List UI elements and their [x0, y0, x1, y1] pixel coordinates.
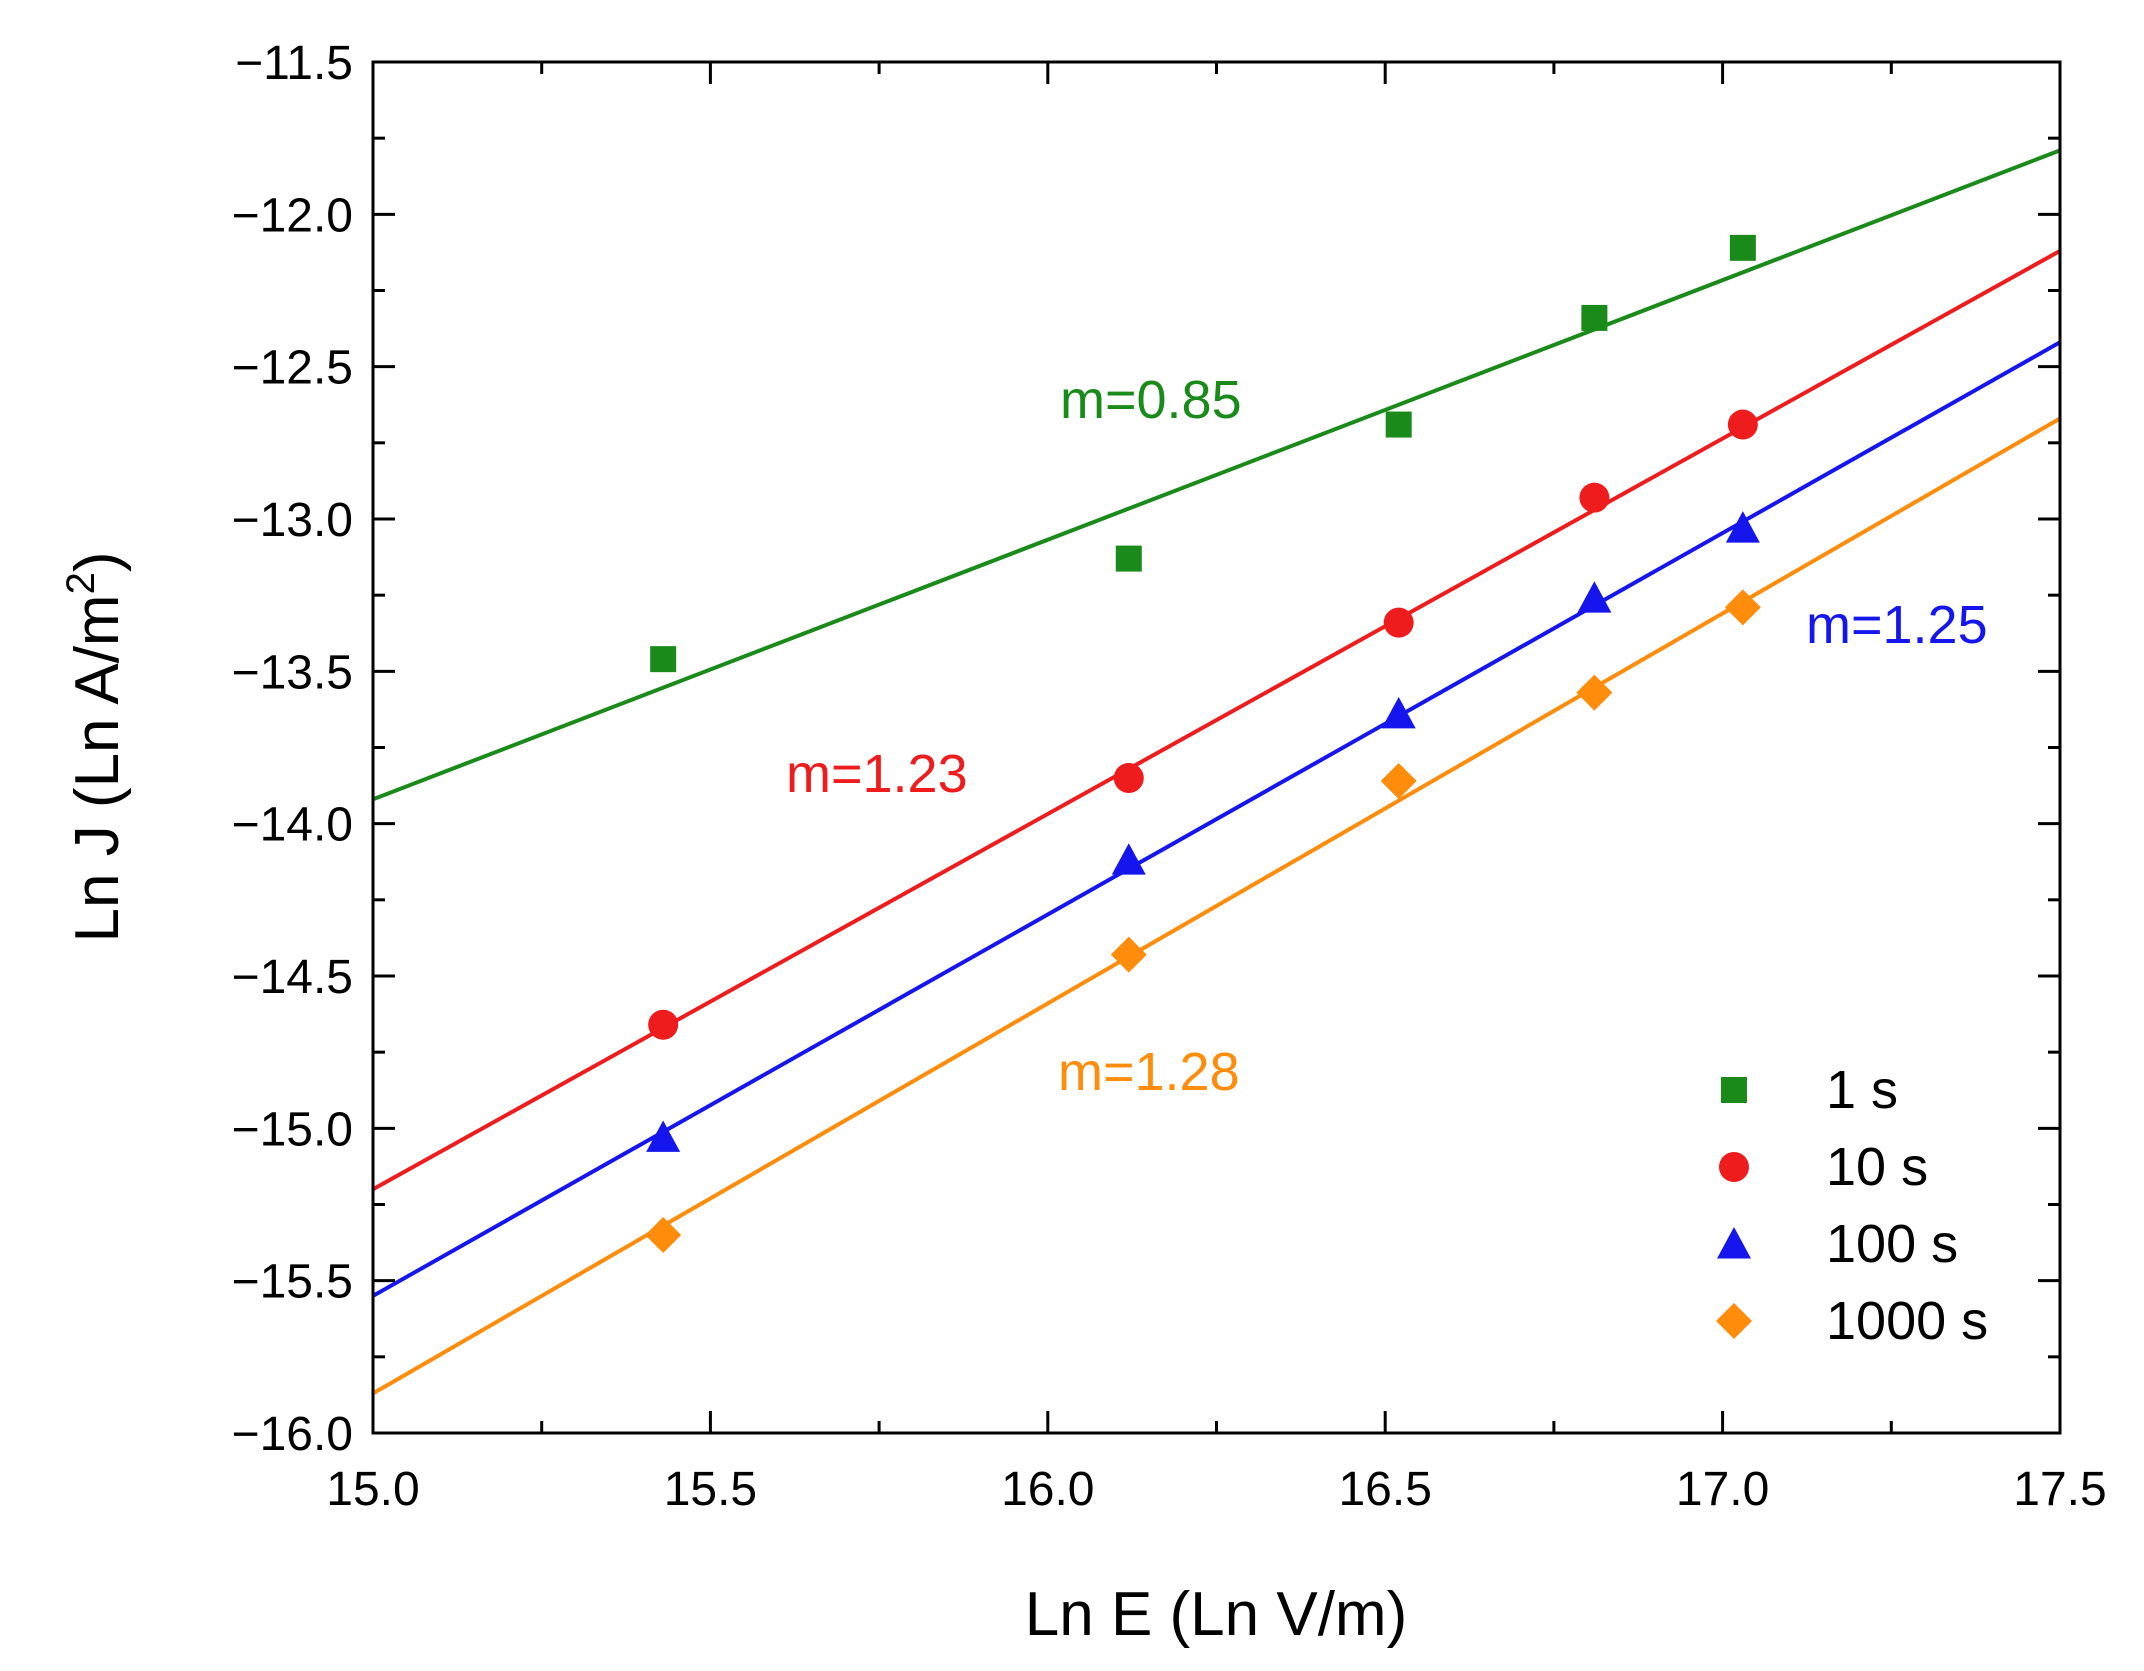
- point-10-s-1: [1113, 762, 1144, 793]
- annotation-100-s: m=1.25: [1806, 595, 1988, 655]
- point-1-s-0: [650, 646, 677, 673]
- legend-label-10-s: 10 s: [1826, 1137, 1928, 1197]
- y-axis-title-end: ): [63, 552, 132, 573]
- x-tick-label-16-0: 16.0: [1001, 1463, 1094, 1516]
- legend-marker-100-s: [1717, 1227, 1751, 1259]
- y-axis-title: Ln J (Ln A/m2): [59, 552, 132, 943]
- point-1-s-3: [1581, 304, 1608, 331]
- fit-line-100-s: [372, 340, 2061, 1298]
- y-tick-label--11-5: −11.5: [235, 37, 353, 90]
- legend-marker-10-s: [1719, 1152, 1749, 1182]
- point-1000-s-1: [1110, 936, 1147, 973]
- x-tick-label-17-5: 17.5: [2013, 1463, 2106, 1516]
- x-tick-label-17-0: 17.0: [1676, 1463, 1769, 1516]
- legend-label-100-s: 100 s: [1826, 1214, 1958, 1274]
- point-1-s-1: [1115, 545, 1142, 572]
- point-10-s-4: [1727, 409, 1758, 440]
- y-tick-label--13-5: −13.5: [232, 646, 353, 699]
- legend-marker-1000-s: [1716, 1303, 1752, 1339]
- point-100-s-2: [1381, 696, 1416, 729]
- x-axis-title: Ln E (Ln V/m): [1025, 1580, 1407, 1649]
- y-tick-label--14-5: −14.5: [232, 951, 353, 1004]
- y-tick-label--15-0: −15.0: [232, 1103, 353, 1156]
- annotation-1000-s: m=1.28: [1058, 1042, 1240, 1102]
- point-1-s-4: [1729, 234, 1756, 261]
- legend-marker-1-s: [1721, 1077, 1747, 1103]
- x-tick-label-15-5: 15.5: [664, 1463, 757, 1516]
- point-100-s-4: [1725, 511, 1760, 543]
- fit-lines: [371, 148, 2062, 1396]
- axis-ticks: 15.0 15.5 16.0 16.5 17.0 17.5 −11.5 −12.0 −12.5 −…: [232, 37, 2107, 1516]
- annotation-1-s: m=0.85: [1060, 370, 1242, 430]
- plot-frame: [371, 60, 2062, 1435]
- x-tick-label-15-0: 15.0: [326, 1463, 419, 1516]
- y-tick-label--12-5: −12.5: [232, 342, 353, 395]
- point-1-s-2: [1385, 411, 1412, 438]
- point-1000-s-0: [645, 1216, 682, 1253]
- fit-line-1-s: [372, 148, 2061, 802]
- point-1000-s-4: [1724, 589, 1761, 626]
- y-axis-title-sup: 2: [59, 572, 103, 594]
- y-axis-title-main: Ln J (Ln A/m: [63, 594, 132, 942]
- y-tick-label--16-0: −16.0: [232, 1408, 353, 1461]
- data-markers: [645, 234, 1761, 1253]
- fit-line-1000-s: [371, 416, 2062, 1396]
- y-tick-label--14-0: −14.0: [232, 799, 353, 852]
- point-100-s-3: [1577, 581, 1612, 613]
- y-tick-label--13-0: −13.0: [232, 494, 353, 547]
- x-tick-label-16-5: 16.5: [1338, 1463, 1431, 1516]
- y-tick-label--12-0: −12.0: [232, 189, 353, 242]
- point-10-s-0: [648, 1009, 679, 1040]
- legend-label-1-s: 1 s: [1826, 1060, 1898, 1120]
- point-10-s-3: [1579, 482, 1610, 513]
- point-100-s-1: [1111, 843, 1146, 875]
- point-1000-s-3: [1576, 674, 1613, 711]
- annotation-10-s: m=1.23: [786, 744, 968, 804]
- point-1000-s-2: [1380, 763, 1417, 800]
- point-10-s-2: [1383, 607, 1414, 638]
- point-100-s-0: [646, 1120, 681, 1152]
- legend: 1 s 10 s 100 s 1000 s: [1716, 1060, 1988, 1351]
- legend-label-1000-s: 1000 s: [1826, 1291, 1988, 1351]
- y-tick-label--15-5: −15.5: [232, 1256, 353, 1309]
